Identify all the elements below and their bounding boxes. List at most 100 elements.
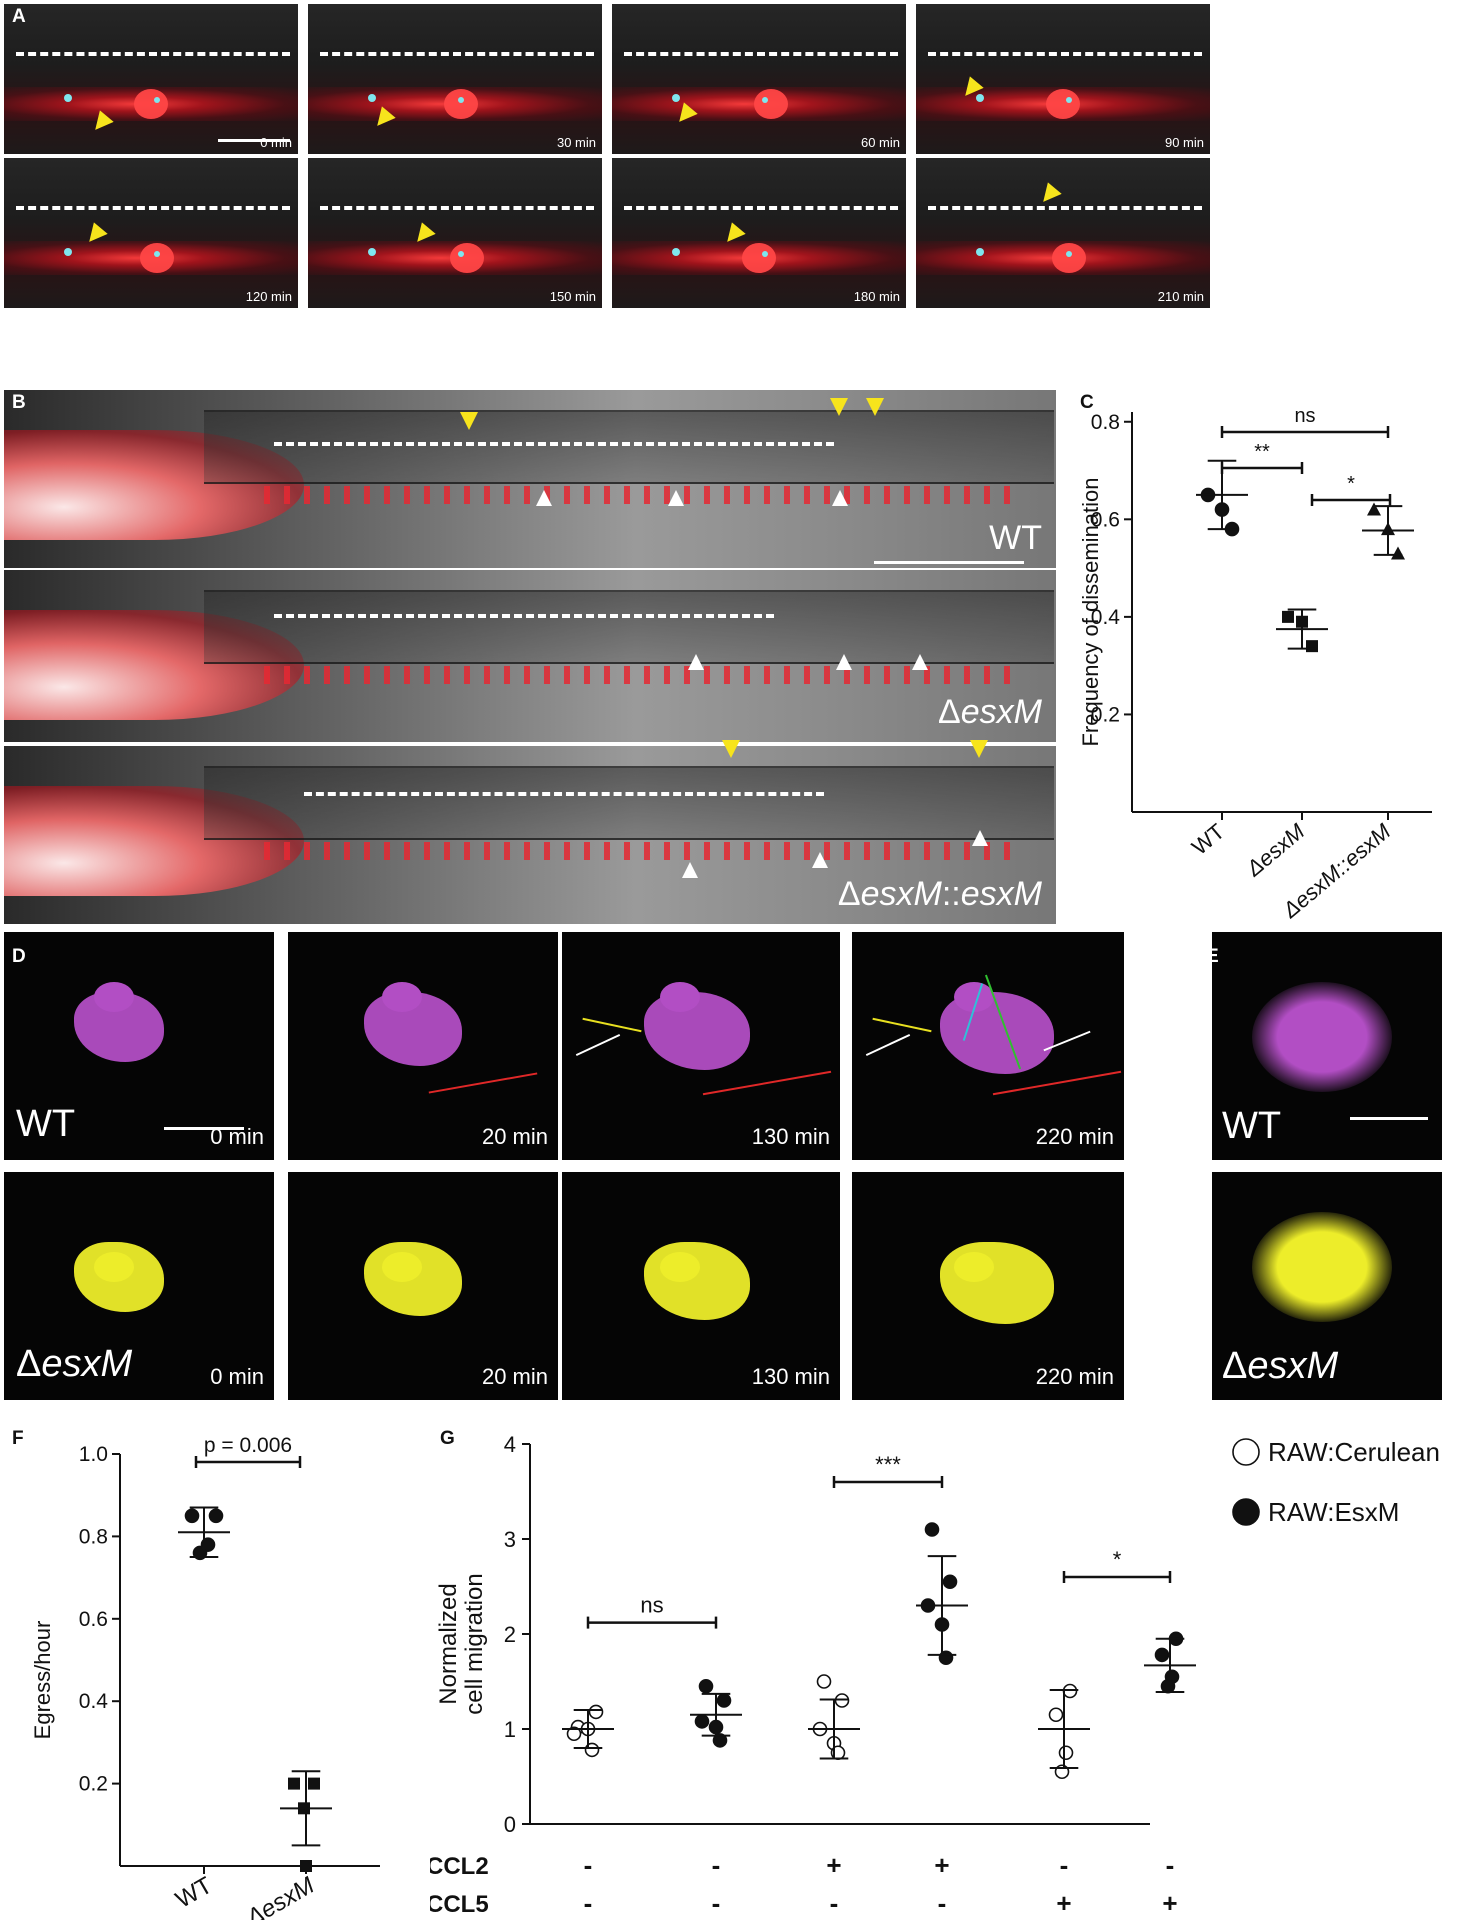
granuloma-red (1046, 88, 1080, 119)
larva-body (204, 410, 1054, 484)
data-point (1282, 610, 1294, 623)
yellow-arrowhead (866, 398, 884, 416)
larva-body (204, 590, 1054, 664)
track-red (702, 1070, 832, 1096)
timelapse-frame: 90 min (916, 4, 1210, 154)
y-tick-label: 2 (504, 1622, 516, 1647)
y-axis-label: Egress/hour (30, 1621, 55, 1740)
significance-label: ns (1294, 405, 1315, 427)
cyan-cell (762, 97, 768, 103)
significance-label: * (1347, 473, 1355, 495)
bacteria-red (264, 486, 1024, 504)
timestamp: 130 min (751, 1364, 830, 1389)
timelapse-frame: 0 min (4, 4, 298, 154)
granuloma-lobe (382, 1252, 422, 1282)
strain-label: ΔesxM (1222, 1345, 1339, 1387)
granuloma-blob (644, 1242, 750, 1320)
data-point (566, 1726, 582, 1742)
white-arrowhead (832, 490, 848, 506)
y-tick-label: 1 (504, 1717, 516, 1742)
cyan-cell (368, 248, 376, 256)
granuloma-frame: 0 min ΔesxM (4, 1172, 274, 1400)
ccl2-sign: + (826, 1850, 841, 1880)
cyan-cell (154, 251, 160, 257)
timestamp: 0 min (210, 1364, 264, 1389)
cyan-cell (1066, 97, 1072, 103)
zebrafish-image: WT (4, 390, 1056, 568)
bacteria-red (264, 842, 1024, 860)
y-axis-label: cell migration (461, 1573, 488, 1714)
strain-label: ΔesxM::esxM (837, 875, 1042, 913)
cyan-cell (976, 94, 984, 102)
legend-marker (1232, 1498, 1260, 1526)
timelapse-frame: 210 min (916, 158, 1210, 308)
panel-c-letter: C (1080, 392, 1094, 413)
larva-body (204, 766, 1054, 840)
white-arrowhead (668, 490, 684, 506)
timestamp: 120 min (245, 289, 292, 304)
ccl5-sign: - (584, 1888, 593, 1918)
granuloma-red (754, 88, 788, 119)
granuloma-blob (1252, 1212, 1392, 1322)
yellow-arrowhead (970, 740, 988, 758)
vessel-dashed-line (274, 614, 774, 618)
cyan-cell (672, 248, 680, 256)
panel-f-letter: F (12, 1428, 24, 1449)
timelapse-frame: 30 min (308, 4, 602, 154)
ccl5-sign: - (712, 1888, 721, 1918)
granuloma-frame: 130 min (562, 1172, 840, 1400)
y-tick-label: 0.6 (79, 1608, 108, 1631)
white-arrowhead (836, 654, 852, 670)
granuloma-frame: 20 min (288, 932, 558, 1160)
cyan-cell (458, 251, 464, 257)
granuloma-lobe (94, 982, 134, 1012)
direction-arrow (575, 1033, 621, 1057)
vessel-dashed-line (928, 52, 1202, 56)
ccl5-sign: + (1162, 1888, 1177, 1918)
timestamp: 0 min (260, 135, 292, 150)
panel-e-letter: E (1206, 946, 1219, 967)
panel-d-letter: D (12, 946, 26, 967)
yellow-arrowhead (722, 740, 740, 758)
timestamp: 220 min (1035, 1364, 1114, 1389)
vessel-dashed-line (304, 792, 824, 796)
data-point (588, 1704, 604, 1720)
timestamp: 210 min (1157, 289, 1204, 304)
vessel-dashed-line (274, 442, 834, 446)
granuloma-red (1052, 242, 1086, 273)
vessel-dashed-line (624, 206, 898, 210)
granuloma-lobe (660, 1252, 700, 1282)
granuloma-frame: 0 min WT (4, 932, 274, 1160)
ccl5-sign: + (1056, 1888, 1071, 1918)
data-point (1058, 1745, 1074, 1761)
significance-label: ns (640, 1593, 663, 1618)
panel-a-letter: A (12, 6, 26, 27)
timestamp: 220 min (1035, 1124, 1114, 1149)
data-point (184, 1508, 200, 1524)
granuloma-red (134, 88, 168, 119)
cyan-cell (64, 94, 72, 102)
x-tick-label: ΔesxM (1241, 818, 1310, 882)
data-point (698, 1678, 714, 1694)
ccl2-sign: - (584, 1850, 593, 1880)
vessel-dashed-line (16, 206, 290, 210)
cyan-cell (976, 248, 984, 256)
granuloma-red (742, 242, 776, 273)
granuloma-lobe (94, 1252, 134, 1282)
timestamp: 180 min (853, 289, 900, 304)
white-arrowhead (536, 490, 552, 506)
granuloma-red (444, 88, 478, 119)
y-tick-label: 0.6 (1091, 508, 1120, 531)
timestamp: 60 min (860, 135, 900, 150)
y-tick-label: 0.2 (79, 1773, 108, 1796)
ccl2-sign: - (712, 1850, 721, 1880)
panel-g-letter: G (440, 1428, 455, 1449)
significance-label: *** (875, 1452, 901, 1477)
panel-g-chart: 0 1 2 3 4 Normalized cell migration - - - - + - + - - + -… (430, 1432, 1440, 1918)
cyan-cell (64, 248, 72, 256)
ccl2-sign: - (1166, 1850, 1175, 1880)
granuloma-blob (644, 992, 750, 1070)
track-yellow (872, 1017, 932, 1033)
vessel-dashed-line (320, 52, 594, 56)
vessel-dashed-line (16, 52, 290, 56)
